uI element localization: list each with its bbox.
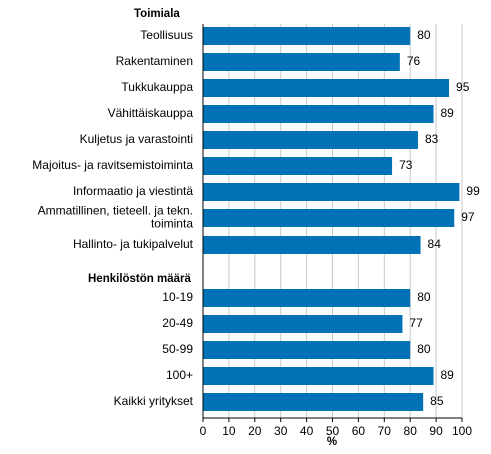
x-tick-label: 10 (222, 424, 236, 438)
category-label: Majoitus- ja ravitsemistoiminta (32, 158, 193, 172)
bar (203, 131, 418, 149)
x-tick-label: 40 (300, 424, 314, 438)
data-label: 83 (425, 132, 439, 146)
x-tick-label: 80 (404, 424, 418, 438)
bar (203, 393, 424, 411)
data-label: 89 (441, 106, 455, 120)
x-tick-label: 20 (248, 424, 262, 438)
category-label: toiminta (151, 217, 193, 231)
x-axis: 0 10 20 30 40 50 60 70 80 90 100% (200, 24, 472, 448)
bar (203, 105, 434, 123)
bar (203, 209, 455, 227)
category-label: Teollisuus (140, 28, 193, 42)
data-label: 76 (407, 54, 421, 68)
group-title: Henkilöstön määrä (88, 273, 191, 285)
x-tick-label: 30 (274, 424, 288, 438)
bars (203, 27, 460, 411)
bar (203, 27, 411, 45)
data-label: 77 (409, 316, 423, 330)
data-label: 73 (399, 158, 413, 172)
x-tick-label: 60 (352, 424, 366, 438)
data-label: 80 (417, 342, 431, 356)
data-label: 95 (456, 80, 470, 94)
x-tick-label: 100 (452, 424, 472, 438)
bar (203, 183, 460, 201)
category-label: Tukkukauppa (121, 80, 193, 94)
bar (203, 53, 400, 71)
group-title: Toimiala (134, 8, 180, 20)
x-axis-label: % (327, 436, 337, 448)
bar (203, 289, 411, 307)
category-label: 100+ (166, 368, 193, 382)
category-label: Rakentaminen (116, 54, 193, 68)
data-label: 99 (466, 184, 480, 198)
category-label: 10-19 (162, 290, 193, 304)
category-label: Hallinto- ja tukipalvelut (73, 237, 194, 251)
bar (203, 236, 421, 254)
bar (203, 341, 411, 359)
category-label: Vähittäiskauppa (108, 106, 194, 120)
bar (203, 315, 403, 333)
x-tick-label: 70 (378, 424, 392, 438)
category-label: Informaatio ja viestintä (73, 184, 193, 198)
bar (203, 157, 393, 175)
x-tick-label: 50 (326, 424, 340, 438)
category-label: 20-49 (162, 316, 193, 330)
bar (203, 79, 450, 97)
category-labels: Teollisuus Rakentaminen Tukkukauppa Vähittä… (32, 28, 193, 408)
x-tick-label: 90 (429, 424, 443, 438)
x-tick-label: 0 (200, 424, 207, 438)
category-label: Kaikki yritykset (114, 394, 194, 408)
group-headers: Toimiala Henkilöstön määrä (88, 8, 191, 285)
data-label: 80 (417, 28, 431, 42)
data-label: 89 (441, 368, 455, 382)
bar (203, 367, 434, 385)
category-label: 50-99 (162, 342, 193, 356)
category-label: Kuljetus ja varastointi (80, 132, 193, 146)
data-label: 97 (461, 210, 475, 224)
data-label: 84 (428, 237, 442, 251)
category-label: Ammatillinen, tieteell. ja tekn. (38, 204, 193, 218)
data-label: 80 (417, 290, 431, 304)
data-label: 85 (430, 394, 444, 408)
